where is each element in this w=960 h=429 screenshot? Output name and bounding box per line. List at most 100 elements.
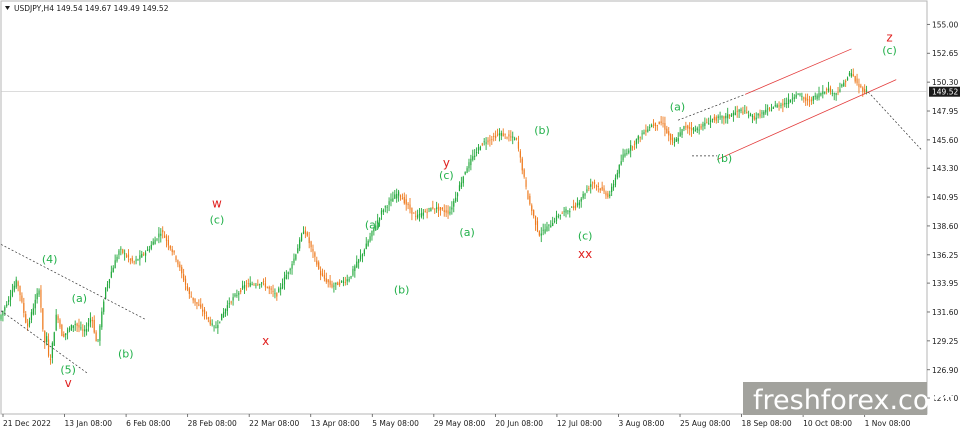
candle-body (456, 193, 459, 197)
triangle-down-icon[interactable] (5, 6, 10, 10)
candle-body (46, 336, 48, 343)
candle-body (422, 212, 424, 216)
candle-body (793, 97, 795, 99)
candle-body (578, 202, 580, 206)
candle-body (662, 122, 664, 125)
candle-body (369, 236, 371, 242)
candle-body (472, 156, 474, 160)
y-tick-label: 150.30 (932, 78, 958, 87)
candle-body (548, 224, 550, 226)
candle-body (59, 319, 61, 327)
candle-body (133, 261, 135, 263)
candle-body (666, 128, 668, 134)
candle-body (236, 295, 238, 296)
candle-body (361, 253, 364, 257)
x-tick-label: 25 Aug 08:00 (680, 419, 731, 428)
candle-body (340, 280, 343, 282)
candle-body (116, 256, 118, 262)
candle-body (238, 293, 240, 295)
candle-body (805, 97, 807, 101)
candle-body (264, 283, 267, 288)
wave-label: y (443, 156, 450, 170)
candle-body (87, 323, 90, 327)
candle-body (127, 254, 130, 258)
candle-body (799, 93, 801, 95)
candle-body (221, 313, 223, 321)
candle-body (854, 75, 856, 82)
candle-body (19, 285, 21, 296)
candle-body (533, 210, 535, 217)
candle-body (177, 260, 179, 265)
candle-body (200, 304, 202, 308)
candle-body (186, 286, 189, 290)
candle-body (489, 139, 491, 141)
candle-body (171, 249, 173, 252)
candle-body (736, 110, 738, 112)
x-tick-label: 29 May 08:00 (434, 419, 486, 428)
candle-body (367, 240, 369, 246)
candle-body (679, 132, 681, 136)
candle-body (609, 194, 611, 197)
candle-body (339, 282, 341, 285)
candle-body (190, 296, 192, 298)
candle-body (105, 287, 107, 299)
candle-body (358, 259, 360, 263)
candle-body (504, 133, 506, 135)
candle-body (706, 122, 708, 124)
candle-body (525, 180, 527, 187)
candle-body (780, 104, 782, 106)
candle-body (394, 194, 396, 199)
candle-body (466, 168, 468, 173)
wave-labels: (4)(a)(5)v(b)w(c)x(a)(b)y(c)(a)(b)(c)xx(… (42, 31, 897, 390)
candle-body (702, 124, 704, 127)
candle-body (434, 208, 436, 210)
candle-body (32, 308, 34, 315)
candle-body (129, 259, 131, 260)
candle-body (396, 193, 398, 199)
dotted-trend-line (0, 244, 146, 320)
candle-body (626, 153, 628, 154)
candle-body (616, 173, 618, 178)
candle-body (767, 108, 769, 110)
candle-body (194, 298, 196, 303)
candle-body (542, 229, 544, 231)
candle-body (816, 95, 818, 99)
candle-body (635, 139, 637, 145)
candle-body (57, 316, 59, 320)
x-tick-label: 12 Jul 08:00 (557, 419, 602, 428)
candle-body (262, 281, 265, 282)
candle-body (696, 128, 698, 130)
candle-body (386, 206, 388, 208)
candles (0, 68, 868, 365)
y-tick-label: 140.95 (932, 193, 958, 202)
candle-body (285, 274, 287, 279)
candle-body (359, 255, 362, 260)
x-tick-label: 28 Feb 08:00 (188, 419, 237, 428)
candle-body (158, 233, 160, 238)
candle-body (477, 147, 480, 151)
y-tick-label: 136.25 (932, 251, 958, 260)
candle-body (850, 73, 852, 77)
candle-body (523, 169, 525, 177)
candle-body (278, 288, 280, 293)
candle-body (135, 259, 137, 261)
candle-body (169, 245, 171, 249)
candle-body (333, 285, 335, 287)
x-tick-label: 13 Jan 08:00 (65, 419, 113, 428)
candle-body (814, 95, 816, 97)
chart-header: USDJPY,H4 149.54 149.67 149.49 149.52 (5, 4, 169, 13)
candle-body (439, 207, 442, 210)
candle-body (546, 226, 548, 232)
candle-body (403, 197, 405, 204)
candle-body (449, 211, 451, 214)
candle-body (647, 129, 649, 132)
y-tick-label: 129.25 (932, 337, 958, 346)
candle-body (11, 290, 14, 296)
candle-body (751, 115, 754, 118)
candle-body (567, 210, 569, 212)
candle-body (704, 122, 706, 126)
candle-body (496, 134, 499, 136)
candle-body (502, 133, 504, 137)
candle-body (80, 327, 82, 329)
